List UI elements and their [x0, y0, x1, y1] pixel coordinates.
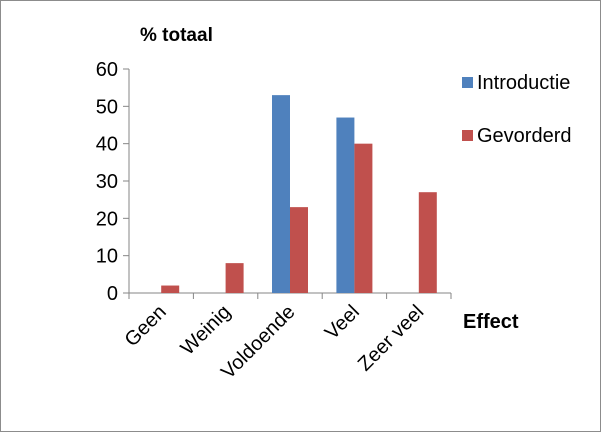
bar-gevorderd-voldoende — [290, 207, 308, 293]
legend-swatch-introductie — [462, 77, 473, 88]
bar-introductie-voldoende — [272, 95, 290, 293]
y-tick-label: 0 — [107, 283, 118, 305]
legend-swatch-gevorderd — [462, 130, 473, 141]
legend-label-gevorderd: Gevorderd — [477, 125, 572, 147]
axes: 0 10 20 30 40 50 60 — [96, 59, 452, 305]
y-tick-label: 40 — [96, 134, 118, 156]
y-axis-label: % totaal — [140, 25, 213, 46]
bar-gevorderd-veel — [354, 143, 373, 293]
bar-gevorderd-zeer-veel — [418, 192, 437, 293]
category-label: Weinig — [177, 301, 236, 360]
y-tick-label: 60 — [96, 59, 118, 81]
y-tick-label: 10 — [96, 246, 118, 268]
category-label: Geen — [121, 301, 171, 351]
x-axis-label: Effect — [463, 311, 519, 333]
category-label: Zeer veel — [354, 301, 429, 376]
bar-gevorderd-weinig — [225, 263, 244, 293]
y-tick-label: 20 — [96, 208, 118, 230]
bars — [161, 95, 437, 294]
y-tick-label: 30 — [96, 171, 118, 193]
y-tick-label: 50 — [96, 96, 118, 118]
bar-introductie-veel — [336, 117, 355, 294]
legend-label-introductie: Introductie — [477, 72, 570, 94]
legend: Introductie Gevorderd — [462, 72, 572, 147]
bar-gevorderd-geen — [161, 285, 180, 293]
category-label: Veel — [321, 301, 364, 344]
